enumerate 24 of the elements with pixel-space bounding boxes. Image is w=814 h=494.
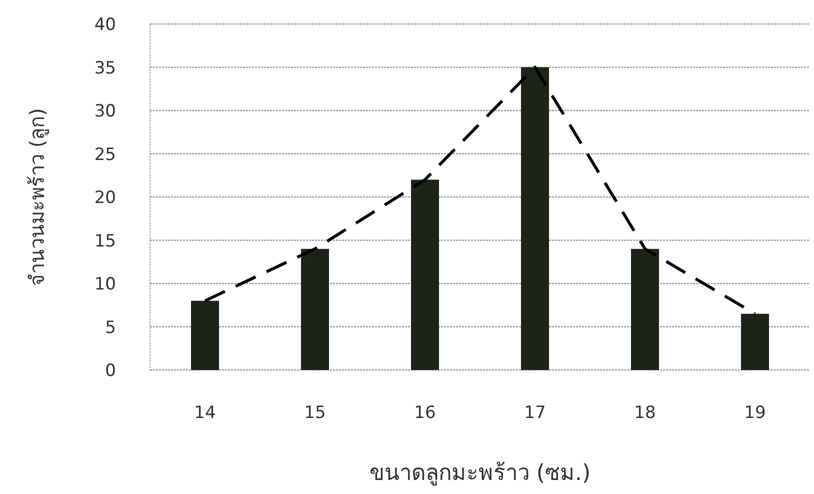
x-tick-label: 15 <box>304 403 326 423</box>
y-tick-label: 40 <box>94 15 116 35</box>
x-tick-label: 14 <box>194 403 216 423</box>
bar <box>631 248 659 370</box>
x-tick-label: 18 <box>634 403 656 423</box>
x-tick-label: 17 <box>524 403 546 423</box>
line-series <box>204 66 756 316</box>
y-tick-label: 15 <box>94 231 116 252</box>
y-axis-title: จำนวนมะพร้าว (ลูก) <box>25 108 50 286</box>
bar <box>191 300 219 370</box>
y-tick-label: 20 <box>94 188 116 208</box>
x-tick-label: 19 <box>744 403 766 423</box>
x-tick-label: 16 <box>414 403 436 423</box>
x-axis-title: ขนาดลูกมะพร้าว (ซม.) <box>369 461 591 486</box>
bar <box>301 248 329 370</box>
bar <box>741 314 769 370</box>
y-tick-label: 10 <box>94 274 116 294</box>
y-tick-label: 30 <box>94 102 116 122</box>
bar <box>411 180 439 370</box>
y-tick-label: 0 <box>105 361 116 381</box>
bar <box>521 67 549 370</box>
y-tick-label: 5 <box>105 318 116 338</box>
y-tick-label: 25 <box>94 144 116 165</box>
y-tick-label: 35 <box>94 58 116 78</box>
